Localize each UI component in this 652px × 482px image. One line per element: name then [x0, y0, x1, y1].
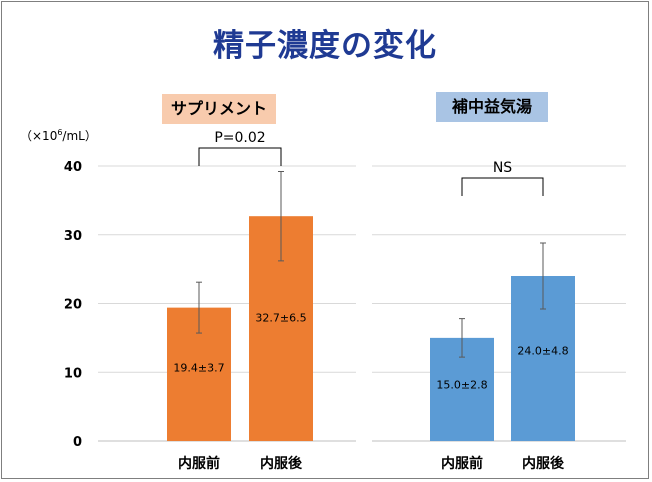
category-label: 内服後 — [260, 455, 303, 472]
category-label: 内服前 — [441, 455, 483, 472]
unit-exponent: 6 — [57, 128, 63, 137]
significance-bracket — [461, 177, 544, 196]
slide-title: 精子濃度の変化 — [213, 28, 437, 64]
data-label: 24.0±4.8 — [517, 344, 568, 357]
y-tick-label: 40 — [64, 160, 82, 175]
significance-label: NS — [493, 160, 512, 176]
unit-prefix: （×10 — [20, 129, 58, 143]
unit-suffix: /mL） — [62, 129, 97, 143]
y-tick-label: 10 — [64, 366, 82, 381]
supplement-group-label: サプリメント — [162, 94, 276, 124]
data-label: 19.4±3.7 — [173, 362, 224, 375]
data-label: 15.0±2.8 — [436, 378, 487, 391]
data-label: 32.7±6.5 — [255, 311, 306, 324]
y-axis-unit: （×106/mL） — [20, 127, 97, 144]
significance-bracket — [198, 147, 282, 166]
category-label: 内服前 — [178, 455, 220, 472]
y-tick-label: 20 — [64, 298, 82, 313]
significance-label: P=0.02 — [214, 130, 265, 146]
y-tick-label: 0 — [73, 435, 82, 450]
category-label: 内服後 — [522, 455, 565, 472]
herbal-group-label: 補中益気湯 — [436, 92, 548, 122]
y-tick-label: 30 — [64, 229, 82, 244]
